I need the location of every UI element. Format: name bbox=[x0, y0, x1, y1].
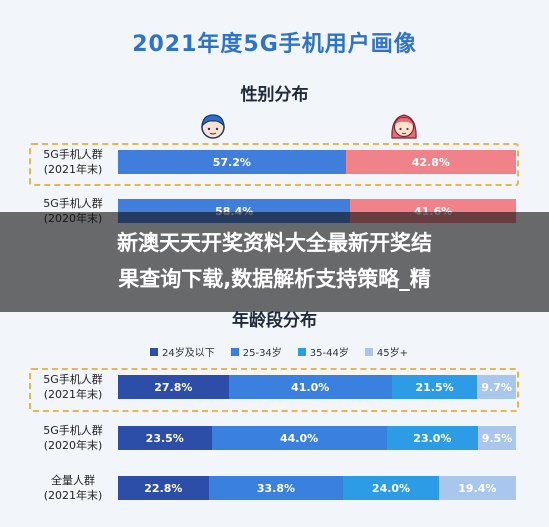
female-avatar-icon bbox=[391, 114, 417, 139]
age-row-label: 5G手机人群 (2020年末) bbox=[43, 424, 103, 452]
age-bar-segment: 24.0% bbox=[343, 476, 439, 500]
main-title: 2021年度5G手机用户画像 bbox=[132, 32, 417, 57]
male-avatar-icon bbox=[201, 114, 225, 139]
age-bar-segment: 9.7% bbox=[477, 375, 516, 399]
age-bar-segment: 22.8% bbox=[118, 476, 209, 500]
legend-label: 25-34岁 bbox=[242, 348, 282, 359]
age-bar-segment: 44.0% bbox=[211, 426, 387, 450]
gender-bar-segment: 42.8% bbox=[345, 150, 516, 174]
legend-item: 24岁及以下 bbox=[150, 344, 215, 359]
legend-swatch bbox=[297, 347, 306, 356]
legend-label: 35-44岁 bbox=[309, 348, 349, 359]
age-section-title: 年龄段分布 bbox=[232, 311, 317, 331]
gender-bar-segment: 57.2% bbox=[118, 150, 346, 174]
age-bar-row: 22.8% 33.8% 24.0% 19.4% bbox=[118, 476, 516, 500]
gender-bar-row: 57.2% 42.8% bbox=[118, 150, 516, 174]
legend-swatch bbox=[230, 347, 239, 356]
age-bar-row: 27.8% 41.0% 21.5% 9.7% bbox=[118, 375, 516, 399]
highlight-box-gender bbox=[29, 143, 519, 186]
legend-label: 45岁+ bbox=[376, 348, 408, 359]
legend-swatch bbox=[150, 347, 158, 356]
age-bar-row: 23.5% 44.0% 23.0% 9.5% bbox=[118, 426, 516, 450]
overlay-line-1: 新澳天天开奖资料大全最新开奖结 bbox=[117, 231, 432, 255]
age-bar-segment: 23.0% bbox=[386, 426, 479, 450]
overlay-line-2: 果查询下载,数据解析支持策略_精 bbox=[118, 267, 431, 291]
age-legend: 24岁及以下 25-34岁 35-44岁 45岁+ bbox=[150, 344, 408, 359]
age-bar-segment: 23.5% bbox=[118, 426, 212, 450]
legend-item: 35-44岁 bbox=[297, 344, 349, 359]
age-row-label: 全量人群 (2021年末) bbox=[43, 474, 103, 502]
gender-section-title: 性别分布 bbox=[240, 85, 309, 105]
age-bar-segment: 21.5% bbox=[391, 375, 478, 399]
age-row-label: 5G手机人群 (2021年末) bbox=[43, 373, 103, 401]
text-overlay-banner: 新澳天天开奖资料大全最新开奖结 果查询下载,数据解析支持策略_精 bbox=[0, 212, 549, 312]
legend-label: 24岁及以下 bbox=[162, 348, 215, 359]
age-bar-segment: 19.4% bbox=[438, 476, 516, 500]
gender-row-label: 5G手机人群 (2021年末) bbox=[43, 148, 103, 176]
age-bar-segment: 41.0% bbox=[228, 375, 392, 399]
age-bar-segment: 9.5% bbox=[478, 426, 516, 450]
legend-item: 45岁+ bbox=[364, 344, 408, 359]
legend-item: 25-34岁 bbox=[230, 344, 282, 359]
age-bar-segment: 33.8% bbox=[208, 476, 344, 500]
highlight-box-age bbox=[29, 368, 519, 412]
age-bar-segment: 27.8% bbox=[118, 375, 229, 399]
legend-swatch bbox=[364, 347, 373, 356]
